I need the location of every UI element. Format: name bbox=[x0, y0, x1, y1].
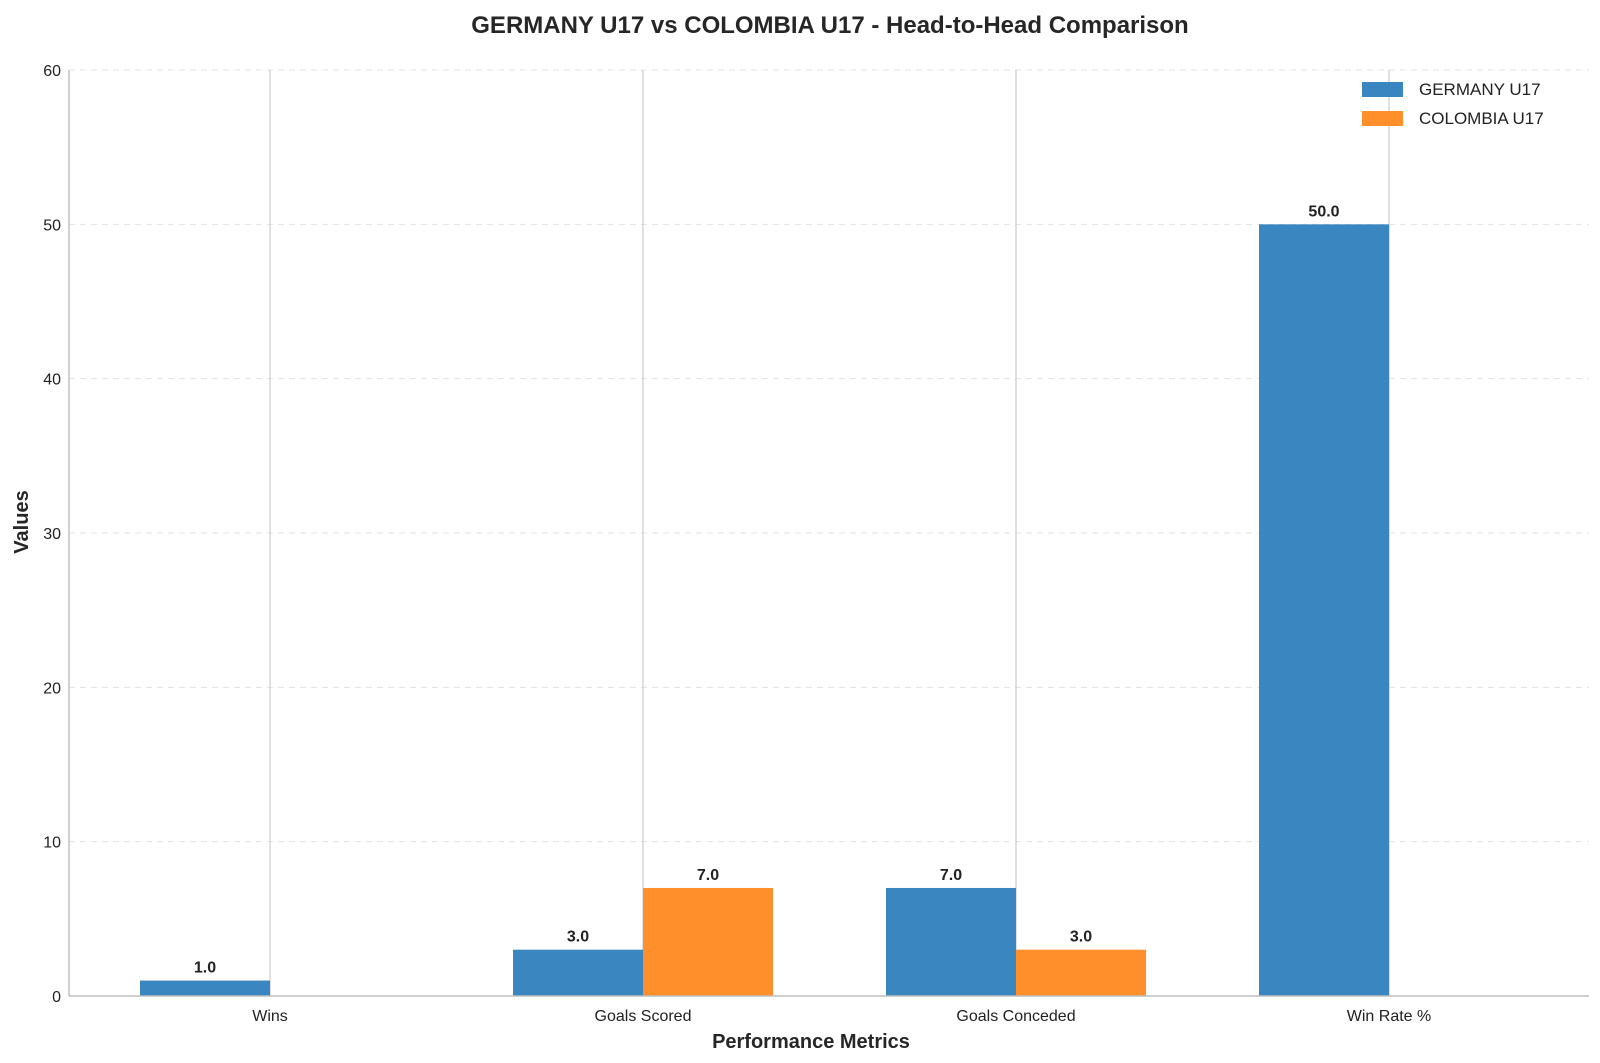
bar-value-label: 1.0 bbox=[194, 960, 216, 977]
axes bbox=[68, 70, 1589, 997]
x-axis-label: Performance Metrics bbox=[712, 1031, 910, 1053]
legend-label: GERMANY U17 bbox=[1419, 80, 1541, 99]
bar-value-label: 3.0 bbox=[1070, 929, 1092, 946]
y-tick-label: 30 bbox=[43, 526, 61, 543]
bar-colombia-2 bbox=[1016, 949, 1146, 996]
y-tick-label: 10 bbox=[43, 835, 61, 852]
y-axis-label: Values bbox=[11, 490, 33, 553]
y-tick-label: 40 bbox=[43, 372, 61, 389]
x-tick-label: Goals Conceded bbox=[956, 1008, 1075, 1025]
chart-title: GERMANY U17 vs COLOMBIA U17 - Head-to-He… bbox=[471, 12, 1188, 39]
bar-germany-2 bbox=[886, 887, 1016, 996]
y-tick-label: 50 bbox=[43, 217, 61, 234]
legend-swatch-1 bbox=[1362, 111, 1403, 126]
y-tick-label: 0 bbox=[52, 989, 61, 1006]
y-tick-label: 20 bbox=[43, 680, 61, 697]
x-tick-labels: Wins Goals Scored Goals Conceded Win Rate % bbox=[252, 1008, 1431, 1025]
bar-value-label: 3.0 bbox=[567, 929, 589, 946]
legend-swatch-0 bbox=[1362, 82, 1403, 97]
x-tick-label: Win Rate % bbox=[1347, 1008, 1431, 1025]
bar-value-label: 7.0 bbox=[697, 867, 719, 884]
bar-value-label: 50.0 bbox=[1308, 203, 1339, 220]
legend: GERMANY U17 COLOMBIA U17 bbox=[1362, 80, 1544, 128]
bar-value-label: 7.0 bbox=[940, 867, 962, 884]
bar-colombia-1 bbox=[643, 887, 773, 996]
bar-value-labels: 1.0 3.0 7.0 50.0 7.0 3.0 bbox=[194, 203, 1340, 976]
bar-germany-3 bbox=[1259, 224, 1389, 997]
y-tick-labels: 0 10 20 30 40 50 60 bbox=[43, 63, 61, 1006]
x-tick-label: Goals Scored bbox=[595, 1008, 692, 1025]
bar-germany-0 bbox=[140, 980, 270, 996]
legend-label: COLOMBIA U17 bbox=[1419, 109, 1544, 128]
y-tick-label: 60 bbox=[43, 63, 61, 80]
bar-germany-1 bbox=[513, 949, 643, 996]
x-tick-label: Wins bbox=[252, 1008, 288, 1025]
bars bbox=[140, 224, 1389, 997]
